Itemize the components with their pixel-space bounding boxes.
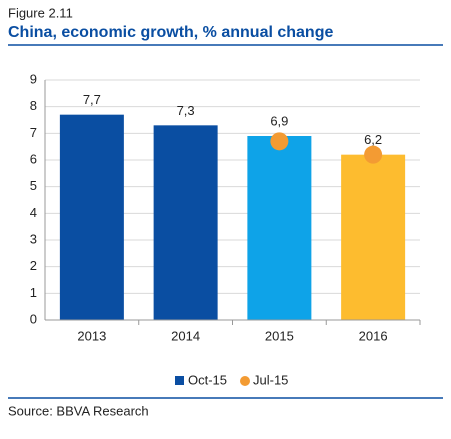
legend-label: Jul-15 bbox=[253, 372, 288, 387]
y-tick-label: 5 bbox=[30, 178, 37, 193]
y-tick-label: 4 bbox=[30, 205, 37, 220]
legend-swatch bbox=[175, 376, 184, 385]
y-tick-label: 3 bbox=[30, 231, 37, 246]
x-tick-label: 2016 bbox=[359, 328, 388, 343]
x-tick-label: 2013 bbox=[77, 328, 106, 343]
legend-label: Oct-15 bbox=[188, 372, 227, 387]
y-tick-label: 0 bbox=[30, 311, 37, 326]
y-tick-label: 6 bbox=[30, 151, 37, 166]
bar bbox=[247, 136, 312, 320]
value-label: 7,7 bbox=[83, 92, 101, 107]
chart-title: China, economic growth, % annual change bbox=[8, 24, 333, 41]
y-tick-label: 1 bbox=[30, 285, 37, 300]
y-tick-label: 7 bbox=[30, 125, 37, 140]
legend-swatch bbox=[240, 376, 250, 386]
dot bbox=[270, 132, 289, 151]
y-tick-label: 2 bbox=[30, 258, 37, 273]
source: Source: BBVA Research bbox=[8, 403, 149, 418]
bar bbox=[59, 114, 124, 321]
bar bbox=[153, 125, 218, 320]
y-tick-label: 8 bbox=[30, 98, 37, 113]
bar bbox=[341, 154, 406, 320]
figure-label: Figure 2.11 bbox=[8, 5, 73, 20]
x-tick-label: 2015 bbox=[265, 328, 294, 343]
value-label: 7,3 bbox=[177, 103, 195, 118]
x-tick-label: 2014 bbox=[171, 328, 200, 343]
dot bbox=[364, 145, 383, 164]
value-label: 6,9 bbox=[270, 113, 288, 128]
y-tick-label: 9 bbox=[30, 71, 37, 86]
value-label: 6,2 bbox=[364, 132, 382, 147]
